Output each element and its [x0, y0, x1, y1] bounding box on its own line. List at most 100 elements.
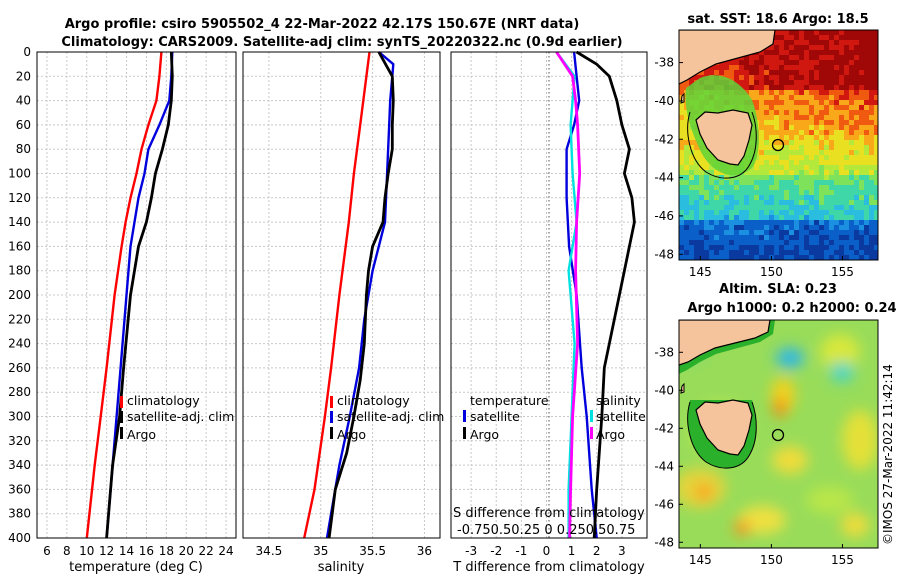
- sst-cell: [829, 240, 835, 246]
- sst-cell: [819, 35, 825, 41]
- sst-cell: [689, 215, 695, 221]
- sst-cell: [799, 220, 805, 226]
- sst-cell: [774, 240, 780, 246]
- sst-cell: [704, 235, 710, 241]
- sst-cell: [699, 155, 705, 161]
- sst-cell: [774, 155, 780, 161]
- sst-cell: [849, 205, 855, 211]
- sst-cell: [679, 160, 685, 166]
- sst-cell: [734, 200, 740, 206]
- sst-cell: [684, 165, 690, 171]
- sst-cell: [864, 155, 870, 161]
- sst-cell: [809, 190, 815, 196]
- sst-cell: [859, 85, 865, 91]
- sst-cell: [734, 245, 740, 251]
- sst-cell: [874, 215, 878, 221]
- sst-cell: [854, 205, 860, 211]
- sst-cell: [834, 250, 840, 256]
- sst-cell: [824, 170, 830, 176]
- sst-cell: [794, 210, 800, 216]
- sst-cell: [784, 30, 790, 36]
- sst-cell: [799, 215, 805, 221]
- sst-cell: [769, 95, 775, 101]
- temperature-axes-frame: [36, 51, 237, 539]
- sst-cell: [769, 140, 775, 146]
- sst-cell: [854, 120, 860, 126]
- sst-cell: [864, 75, 870, 81]
- sst-cell: [749, 215, 755, 221]
- sst-cell: [694, 140, 700, 146]
- sst-cell: [694, 255, 700, 260]
- sst-cell: [689, 165, 695, 171]
- sst-cell: [834, 70, 840, 76]
- sst-cell: [789, 30, 795, 36]
- sst-cell: [829, 115, 835, 121]
- sst-cell: [739, 205, 745, 211]
- sst-cell: [829, 80, 835, 86]
- sst-cell: [819, 225, 825, 231]
- sst-cell: [704, 165, 710, 171]
- sst-cell: [869, 95, 875, 101]
- sst-cell: [799, 110, 805, 116]
- sst-cell: [794, 135, 800, 141]
- sst-cell: [784, 65, 790, 71]
- sst-cell: [864, 115, 870, 121]
- sst-cell: [829, 65, 835, 71]
- sst-cell: [679, 150, 685, 156]
- sst-cell: [864, 200, 870, 206]
- sst-cell: [804, 230, 810, 236]
- sst-cell: [804, 170, 810, 176]
- sst-cell: [704, 240, 710, 246]
- sst-cell: [774, 230, 780, 236]
- sst-cell: [684, 245, 690, 251]
- sst-cell: [694, 200, 700, 206]
- sst-cell: [819, 50, 825, 56]
- sst-cell: [849, 210, 855, 216]
- sst-cell: [829, 40, 835, 46]
- sst-cell: [799, 245, 805, 251]
- sst-cell: [729, 205, 735, 211]
- sst-cell: [754, 170, 760, 176]
- sst-cell: [859, 220, 865, 226]
- sst-cell: [869, 180, 875, 186]
- sst-cell: [844, 255, 850, 260]
- sst-cell: [689, 185, 695, 191]
- sst-cell: [794, 140, 800, 146]
- sst-cell: [804, 90, 810, 96]
- sst-cell: [679, 210, 685, 216]
- sst-cell: [714, 230, 720, 236]
- sst-cell: [719, 185, 725, 191]
- sst-cell: [769, 50, 775, 56]
- sst-cell: [744, 205, 750, 211]
- sst-cell: [799, 190, 805, 196]
- sst-cell: [739, 220, 745, 226]
- sst-cell: [854, 145, 860, 151]
- sst-cell: [799, 65, 805, 71]
- sst-cell: [759, 240, 765, 246]
- sst-cell: [784, 100, 790, 106]
- sst-cell: [839, 240, 845, 246]
- sst-cell: [754, 225, 760, 231]
- sst-cell: [714, 65, 720, 71]
- sst-cell: [744, 235, 750, 241]
- sst-cell: [774, 90, 780, 96]
- sst-cell: [774, 190, 780, 196]
- sst-cell: [839, 250, 845, 256]
- sst-cell: [819, 200, 825, 206]
- sst-cell: [814, 145, 820, 151]
- sst-cell: [814, 165, 820, 171]
- sst-cell: [864, 165, 870, 171]
- sst-cell: [864, 150, 870, 156]
- sst-cell: [784, 45, 790, 51]
- sst-cell: [684, 160, 690, 166]
- sst-cell: [729, 210, 735, 216]
- sst-cell: [834, 95, 840, 101]
- sst-cell: [854, 195, 860, 201]
- sst-cell: [859, 65, 865, 71]
- sst-cell: [799, 145, 805, 151]
- sst-cell: [869, 145, 875, 151]
- sst-cell: [739, 70, 745, 76]
- sst-cell: [779, 70, 785, 76]
- sst-cell: [859, 205, 865, 211]
- sst-cell: [764, 55, 770, 61]
